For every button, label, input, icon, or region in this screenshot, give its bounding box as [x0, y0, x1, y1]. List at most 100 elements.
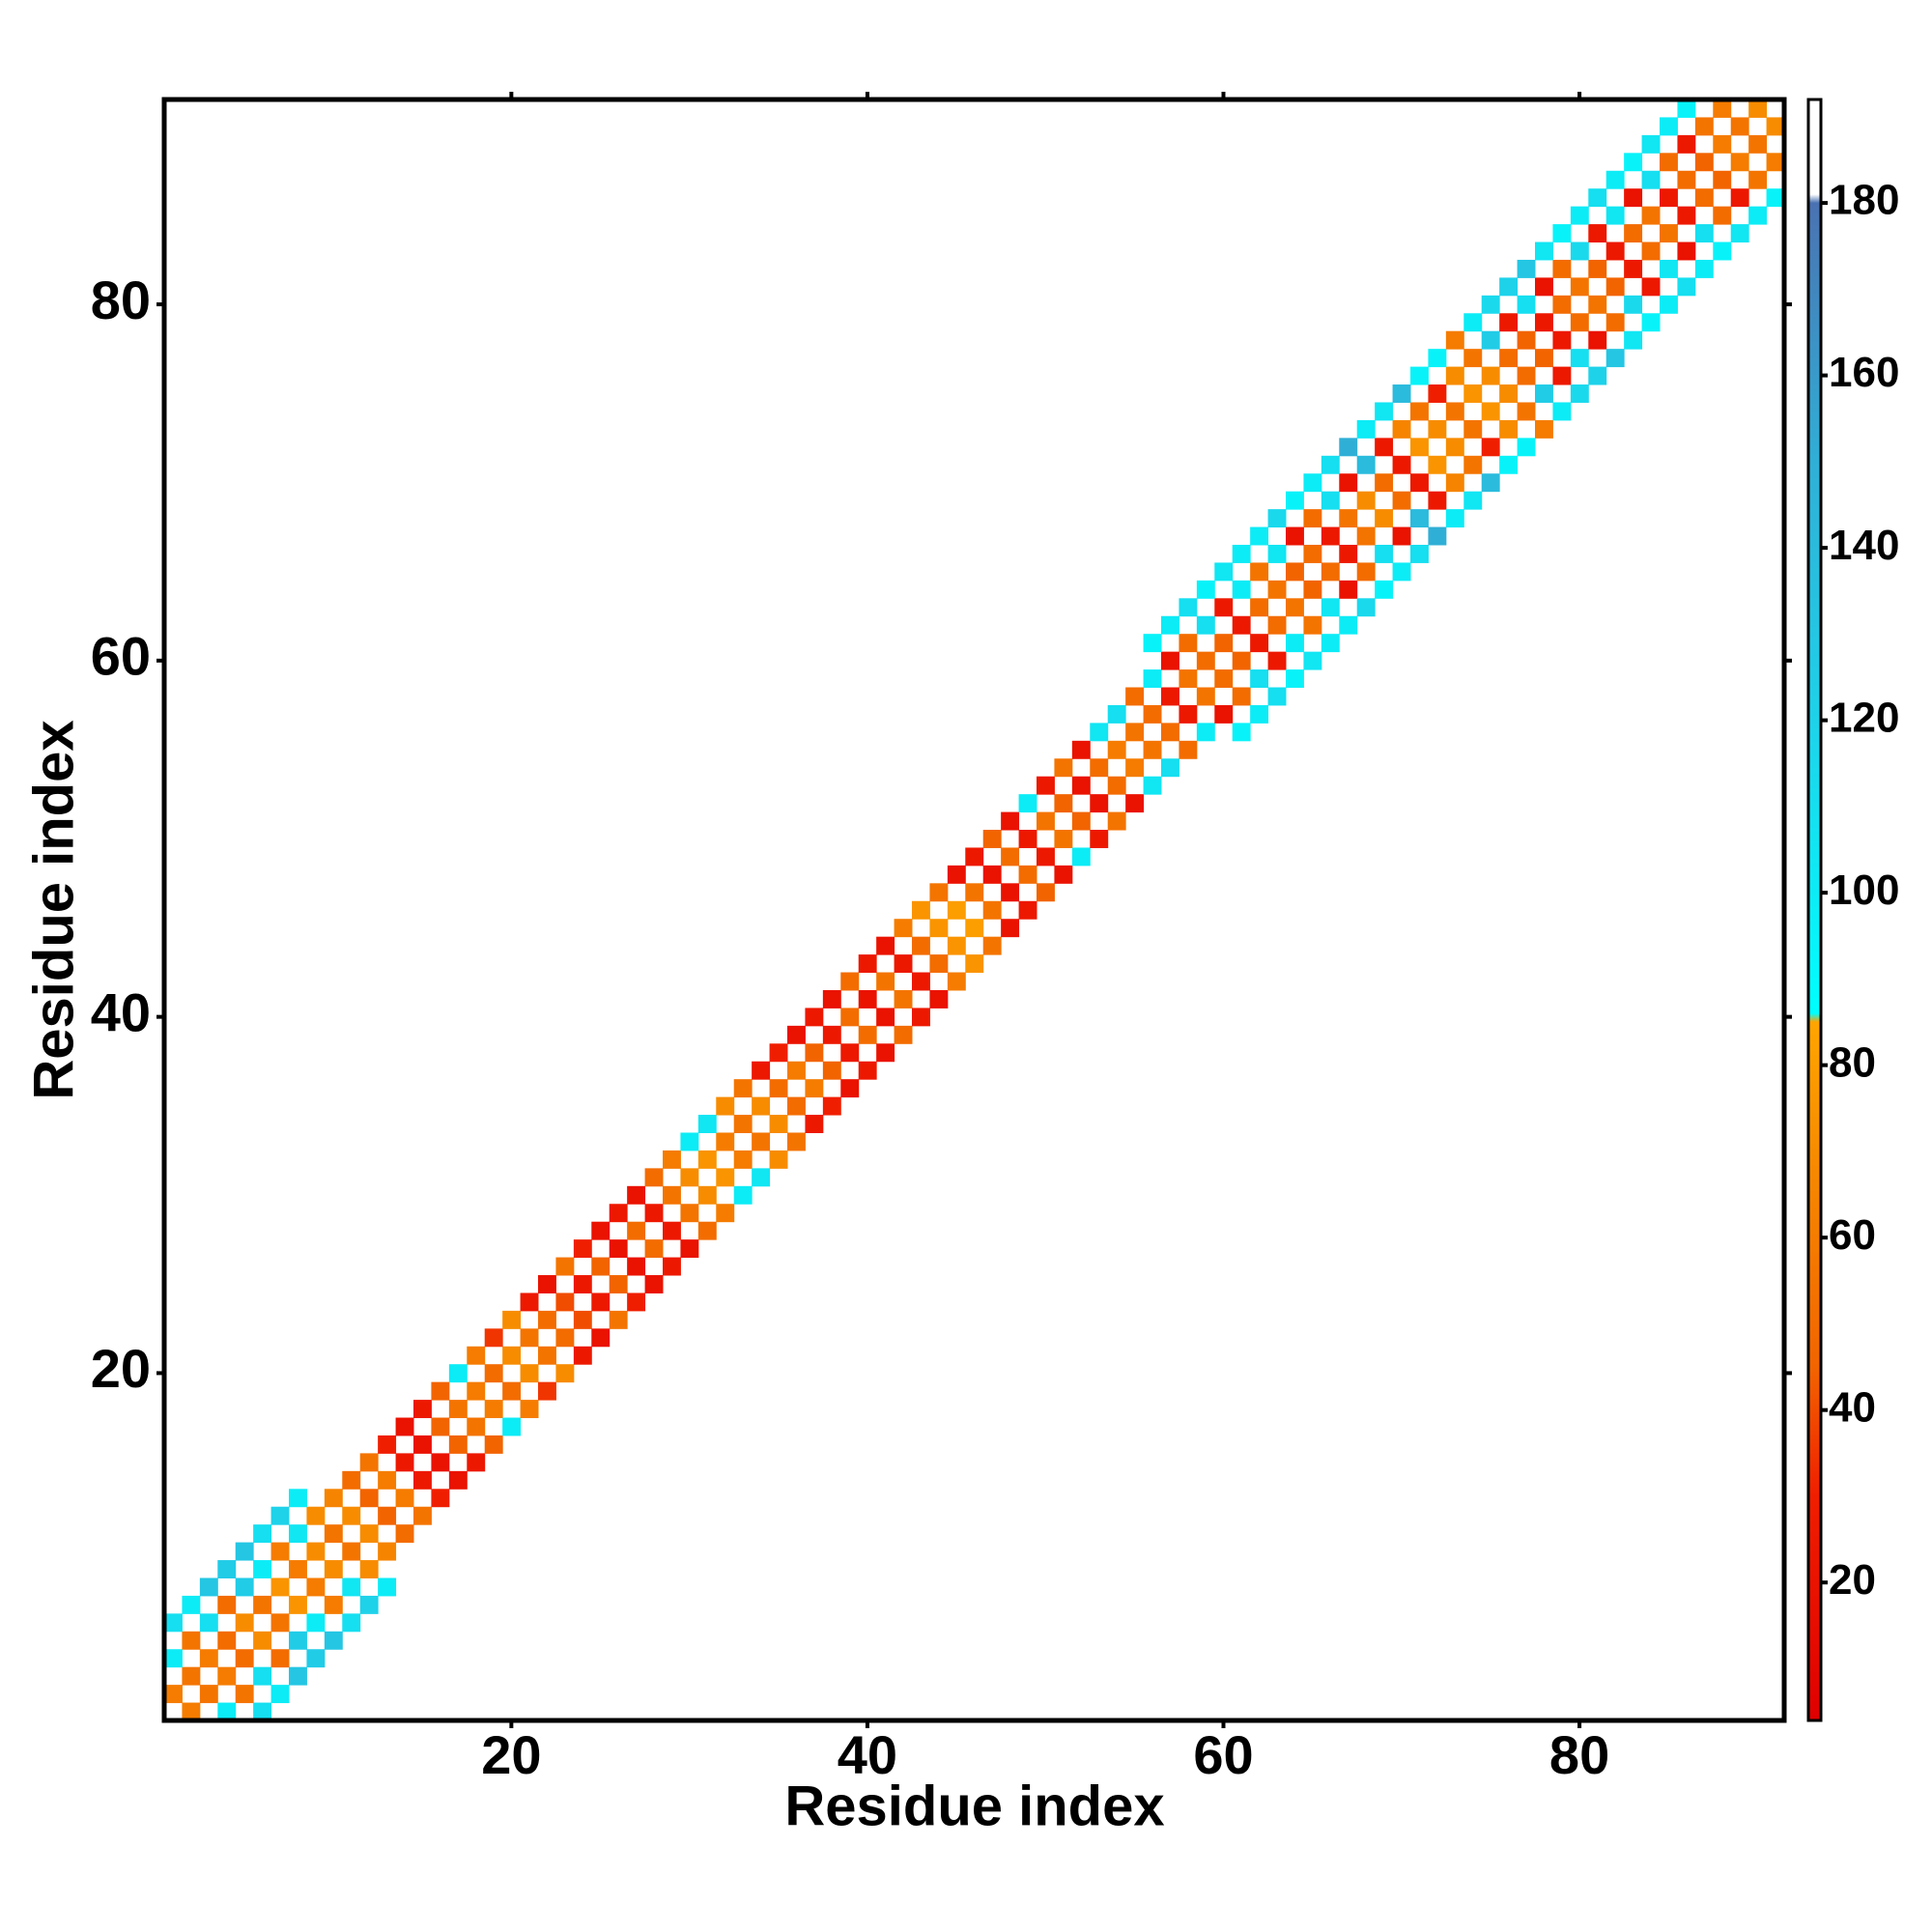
- heatmap-cell: [359, 1524, 379, 1544]
- heatmap-cell: [769, 1079, 788, 1098]
- colorbar-tick-label: 80: [1829, 1038, 1876, 1086]
- heatmap-cell: [1286, 598, 1304, 617]
- heatmap-cell: [609, 1239, 628, 1259]
- heatmap-cell: [1392, 562, 1411, 582]
- heatmap-cell: [199, 1649, 218, 1668]
- heatmap-cell: [1375, 438, 1394, 457]
- heatmap-cell: [1143, 776, 1162, 795]
- heatmap-cell: [1570, 313, 1589, 332]
- heatmap-cell: [1250, 526, 1269, 546]
- heatmap-cell: [448, 1470, 468, 1490]
- heatmap-cell: [270, 1613, 290, 1633]
- heatmap-cell: [1267, 580, 1287, 599]
- heatmap-cell: [1267, 509, 1287, 528]
- heatmap-cell: [1356, 526, 1376, 546]
- heatmap-cell: [1196, 651, 1215, 670]
- heatmap-cell: [1037, 847, 1055, 867]
- heatmap-cell: [538, 1381, 556, 1401]
- heatmap-cell: [467, 1381, 486, 1401]
- heatmap-cell: [1179, 669, 1198, 689]
- heatmap-cell: [787, 1096, 806, 1116]
- heatmap-cell: [1125, 794, 1145, 813]
- heatmap-cell: [627, 1257, 646, 1276]
- heatmap-cell: [1660, 117, 1678, 136]
- heatmap-cell: [1250, 634, 1269, 653]
- heatmap-cell: [1410, 544, 1429, 563]
- heatmap-cell: [1766, 153, 1785, 172]
- heatmap-cell: [752, 1096, 771, 1116]
- heatmap-cell: [1214, 704, 1234, 724]
- heatmap-cell: [1588, 366, 1607, 385]
- heatmap-cell: [965, 847, 984, 867]
- heatmap-cell: [1748, 170, 1768, 189]
- heatmap-cell: [1143, 634, 1162, 653]
- heatmap-cell: [1161, 615, 1179, 635]
- heatmap-cell: [1713, 206, 1732, 225]
- heatmap-cell: [1535, 277, 1553, 297]
- heatmap-cell: [253, 1631, 272, 1650]
- heatmap-cell: [270, 1542, 290, 1561]
- heatmap-cell: [680, 1168, 699, 1187]
- x-tick-label: 20: [481, 1724, 541, 1785]
- heatmap-cell: [359, 1489, 379, 1508]
- heatmap-cell: [1677, 206, 1696, 225]
- heatmap-cell: [822, 1061, 841, 1080]
- heatmap-cell: [858, 954, 877, 974]
- y-tick-label: 60: [91, 626, 151, 687]
- heatmap-cell: [644, 1168, 664, 1187]
- heatmap-cell: [1481, 473, 1500, 493]
- heatmap-cell: [609, 1204, 628, 1223]
- heatmap-cell: [1179, 598, 1198, 617]
- colorbar-tick-label: 60: [1829, 1211, 1876, 1259]
- heatmap-cell: [1250, 704, 1269, 724]
- heatmap-cell: [1071, 740, 1091, 759]
- heatmap-cell: [289, 1595, 307, 1614]
- heatmap-cell: [894, 1025, 913, 1044]
- heatmap-cell: [1624, 153, 1643, 172]
- heatmap-cell: [378, 1577, 397, 1597]
- heatmap-cell: [894, 954, 913, 974]
- heatmap-cell: [840, 972, 860, 991]
- heatmap-cell: [1552, 330, 1572, 350]
- heatmap-cell: [1730, 188, 1749, 208]
- heatmap-cell: [822, 1025, 841, 1044]
- colorbar-tick-label: 20: [1829, 1556, 1876, 1604]
- heatmap-cell: [1037, 811, 1055, 831]
- heatmap-cell: [1410, 509, 1429, 528]
- heatmap-cell: [929, 919, 949, 938]
- heatmap-cell: [1481, 330, 1500, 350]
- heatmap-cell: [1677, 170, 1696, 189]
- heatmap-cell: [1535, 313, 1553, 332]
- heatmap-cell: [484, 1400, 503, 1419]
- heatmap-cell: [253, 1702, 272, 1721]
- heatmap-cell: [342, 1613, 361, 1633]
- heatmap-cell: [484, 1435, 503, 1454]
- heatmap-cell: [1694, 188, 1714, 208]
- heatmap-cell: [1107, 740, 1126, 759]
- heatmap-cell: [1713, 242, 1732, 261]
- heatmap-cell: [894, 989, 913, 1009]
- heatmap-cell: [591, 1328, 611, 1348]
- heatmap-cell: [378, 1506, 397, 1525]
- heatmap-cell: [663, 1150, 681, 1169]
- heatmap-cell: [182, 1595, 201, 1614]
- heatmap-cell: [1071, 776, 1091, 795]
- heatmap-cell: [1143, 740, 1162, 759]
- heatmap-cell: [591, 1257, 611, 1276]
- heatmap-cell: [1001, 847, 1020, 867]
- heatmap-cell: [1410, 473, 1429, 493]
- heatmap-cell: [1214, 669, 1234, 689]
- heatmap-cell: [1445, 402, 1464, 421]
- heatmap-cell: [1286, 526, 1304, 546]
- heatmap-cell: [1677, 99, 1696, 118]
- heatmap-cell: [787, 1025, 806, 1044]
- heatmap-cell: [752, 1061, 771, 1080]
- heatmap-cell: [716, 1132, 735, 1151]
- heatmap-cell: [733, 1079, 753, 1098]
- heatmap-cell: [1161, 758, 1179, 778]
- heatmap-cell: [1605, 242, 1625, 261]
- heatmap-cell: [1641, 277, 1661, 297]
- heatmap-cell: [520, 1364, 539, 1383]
- heatmap-cell: [520, 1328, 539, 1348]
